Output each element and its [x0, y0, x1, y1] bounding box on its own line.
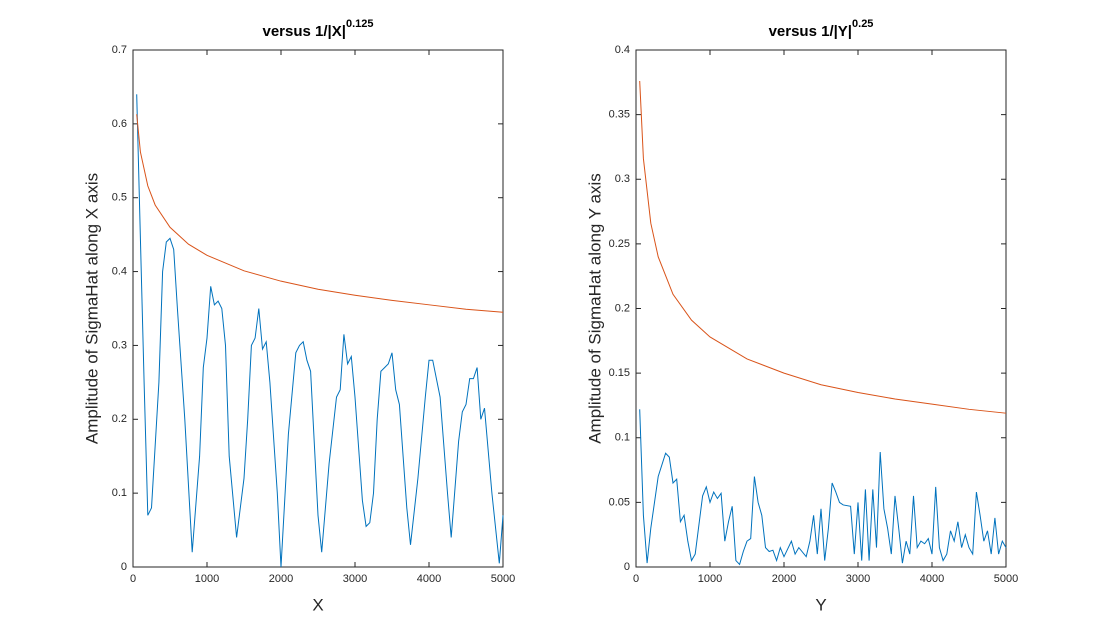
y-tick-label: 0.7 [112, 44, 127, 56]
x-tick-label: 4000 [920, 573, 944, 585]
plot-area [132, 49, 504, 568]
y-tick-label: 0.3 [112, 339, 127, 351]
y-tick-label: 0.1 [615, 432, 630, 444]
chart-title: versus 1/|Y|0.25 [769, 18, 874, 40]
x-axis-label: Y [815, 595, 826, 614]
data-line [136, 94, 504, 568]
x-tick-label: 2000 [772, 573, 796, 585]
y-axis-label: Amplitude of SigmaHat along Y axis [585, 173, 604, 444]
chart-title-text: versus 1/|X| [263, 23, 346, 40]
y-tick-label: 0.1 [112, 487, 127, 499]
x-tick-label: 0 [130, 573, 136, 585]
chart-title-exponent: 0.25 [852, 18, 873, 30]
data-line [639, 80, 1007, 414]
x-tick-label: 5000 [994, 573, 1018, 585]
x-tick-label: 2000 [269, 573, 293, 585]
y-tick-label: 0 [624, 561, 630, 573]
x-tick-label: 0 [633, 573, 639, 585]
data-line [136, 114, 504, 313]
y-tick-label: 0.25 [609, 238, 630, 250]
y-tick-label: 0.15 [609, 367, 630, 379]
y-tick-label: 0.2 [112, 413, 127, 425]
y-tick-label: 0.05 [609, 496, 630, 508]
y-tick-label: 0.6 [112, 118, 127, 130]
x-tick-label: 5000 [491, 573, 515, 585]
x-tick-label: 3000 [846, 573, 870, 585]
x-axis-label: X [312, 595, 323, 614]
y-tick-label: 0.3 [615, 173, 630, 185]
y-tick-label: 0.4 [615, 44, 630, 56]
y-tick-label: 0.5 [112, 192, 127, 204]
data-line [639, 409, 1007, 566]
y-tick-label: 0.2 [615, 302, 630, 314]
y-tick-label: 0.35 [609, 109, 630, 121]
x-tick-label: 4000 [417, 573, 441, 585]
y-axis-label: Amplitude of SigmaHat along X axis [82, 173, 101, 444]
plot-area [635, 49, 1007, 568]
chart-title: versus 1/|X|0.125 [263, 18, 374, 40]
chart-title-text: versus 1/|Y| [769, 23, 852, 40]
chart-title-exponent: 0.125 [346, 18, 374, 30]
x-tick-label: 3000 [343, 573, 367, 585]
y-tick-label: 0.4 [112, 265, 127, 277]
x-tick-label: 1000 [698, 573, 722, 585]
x-tick-label: 1000 [195, 573, 219, 585]
y-tick-label: 0 [121, 561, 127, 573]
